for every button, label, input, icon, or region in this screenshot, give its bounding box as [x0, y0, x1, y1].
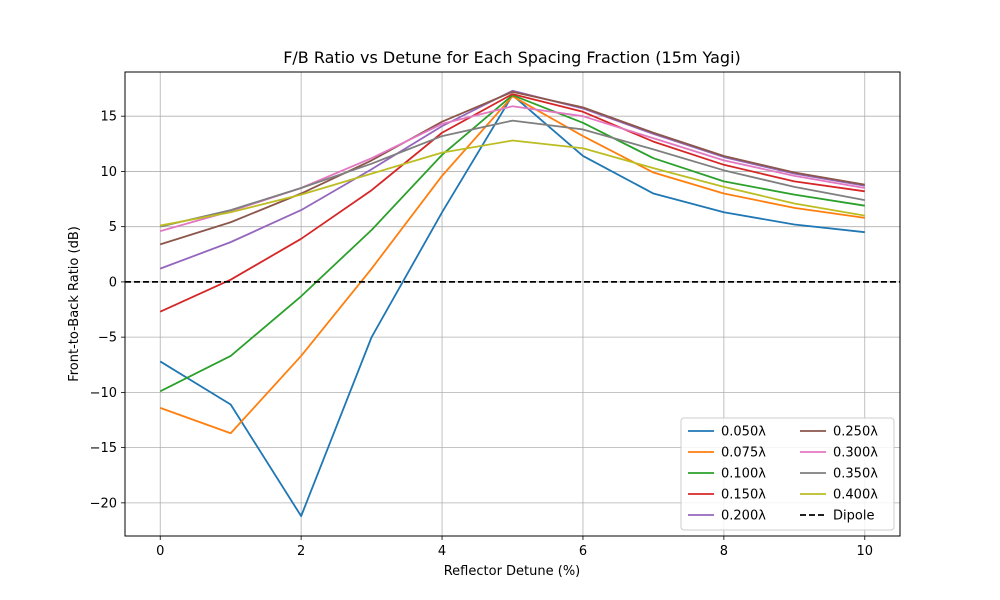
x-tick-label: 2 [297, 544, 305, 559]
legend-label: 0.250λ [833, 425, 878, 440]
y-tick-label: 15 [100, 110, 117, 125]
series-line-0.200λ [159, 89, 865, 270]
legend-label: 0.200λ [721, 509, 766, 524]
axis-ticks: 0 2 4 6 8 10 −20 −15 −10 −5 0 5 10 15 [90, 110, 873, 559]
legend-label: 0.150λ [721, 488, 766, 503]
chart-title: F/B Ratio vs Detune for Each Spacing Fra… [283, 48, 741, 67]
x-tick-label: 6 [579, 544, 587, 559]
legend-label: 0.400λ [833, 488, 878, 503]
series-line-0.350λ [160, 119, 865, 228]
y-tick-label: −5 [98, 331, 117, 346]
legend-label: 0.075λ [721, 446, 766, 461]
legend-label: 0.350λ [833, 467, 878, 482]
legend-box [680, 417, 895, 531]
y-tick-label: 5 [109, 220, 117, 235]
legend-label: Dipole [833, 509, 874, 524]
x-axis-label: Reflector Detune (%) [444, 564, 581, 579]
legend-label: 0.300λ [833, 446, 878, 461]
plot-frame [124, 71, 901, 537]
y-tick-label: −10 [90, 386, 117, 401]
legend-label: 0.100λ [721, 467, 766, 482]
series-line-0.250λ [159, 90, 865, 246]
series-line-0.100λ [159, 94, 865, 393]
series-line-0.400λ [160, 139, 865, 227]
legend-label: 0.050λ [721, 425, 766, 440]
x-tick-label: 4 [438, 544, 446, 559]
x-tick-label: 10 [856, 544, 873, 559]
x-tick-label: 8 [720, 544, 728, 559]
y-tick-label: 10 [100, 165, 117, 180]
y-axis-label: Front-to-Back Ratio (dB) [67, 226, 82, 382]
y-tick-label: −15 [90, 441, 117, 456]
legend: 0.050λ 0.075λ 0.100λ 0.150λ 0.200λ 0.250λ 0.30… [680, 417, 895, 531]
y-tick-label: 0 [109, 275, 117, 290]
series-lines [159, 89, 865, 518]
y-tick-label: −20 [90, 496, 117, 511]
series-line-0.150λ [159, 93, 865, 313]
x-tick-label: 0 [156, 544, 164, 559]
